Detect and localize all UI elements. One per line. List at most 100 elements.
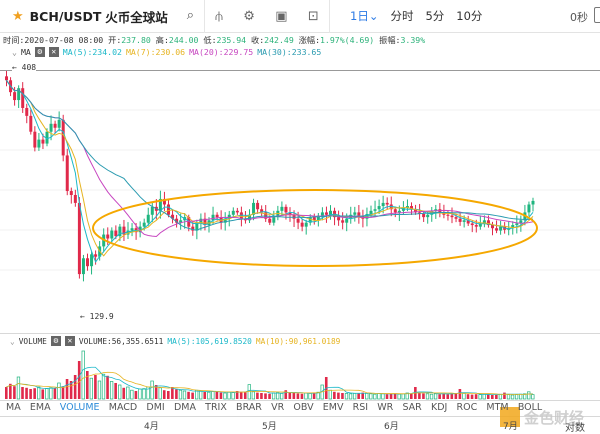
volume-bar [377,393,381,400]
candle-body [29,115,33,132]
min-price-label: ← 129.9 [80,312,114,321]
x-label: 5月 [262,422,277,432]
volume-bar [510,394,515,400]
max-price-value: 408 [21,63,37,72]
volume-bar [527,391,531,400]
candle-body [373,209,377,211]
volume-bar [97,380,102,400]
volume-bar [268,393,271,399]
indicator-tab[interactable]: DMI [146,402,165,413]
volume-bar [223,392,227,400]
volume-bar [239,391,243,399]
period-10m[interactable]: 10分 [456,9,483,23]
indicator-icon[interactable]: ⫛ [215,8,223,24]
candle-body [491,225,494,229]
divider [0,400,600,401]
exchange-name: 火币全球站 [105,9,168,25]
watermark-logo: 金色财经 [500,402,600,432]
device-icon[interactable] [594,7,600,23]
candle-body [73,194,77,203]
indicator-tab[interactable]: KDJ [430,402,448,413]
collapse-chevron-icon[interactable]: ⌄ [10,336,15,346]
indicator-tab[interactable]: MACD [108,402,138,413]
candle-body [397,210,401,213]
volume-bar [207,391,211,400]
collapse-chevron-icon[interactable]: ⌄ [12,47,17,57]
ma-close-icon[interactable]: ✕ [48,47,59,57]
low-label: 低: [203,35,217,45]
indicator-tab[interactable]: VR [271,402,285,413]
search-icon[interactable]: ⌕ [186,7,194,23]
candle-body [288,212,292,215]
volume-bar [162,390,166,399]
indicator-tab[interactable]: SAR [402,402,422,413]
volume-bar [288,392,292,399]
volume-bar [73,375,77,399]
indicator-tab[interactable]: WR [377,402,394,413]
candle-body [114,230,118,237]
volume-bar [182,390,187,400]
candle-body [138,226,142,233]
candle-body [434,209,438,211]
candle-body [280,206,284,211]
candle-body [296,218,300,223]
volume-bar [5,387,8,399]
volume-bar [191,392,194,399]
log-scale-toggle[interactable]: 对数 [565,423,585,434]
candle-body [215,214,219,218]
ma5-value: MA(5):234.02 [62,47,122,57]
indicator-tab[interactable]: MA [6,402,21,413]
volume-bar [101,373,106,400]
volume-bar [65,379,69,399]
volume-bar [25,387,28,399]
candle-body [195,222,199,231]
ma-settings-icon[interactable]: ⚙ [34,47,45,57]
indicator-tab[interactable]: EMA [29,402,51,413]
period-timeline[interactable]: 分时 [390,9,414,23]
high-label: 高: [155,35,169,45]
volume-bar [109,381,114,400]
volume-settings-icon[interactable]: ⚙ [50,336,61,346]
candle-body [268,218,272,223]
candle-body [260,209,264,213]
indicator-tab[interactable]: BOLL [517,402,543,413]
x-label: 4月 [144,422,159,432]
candle-body [21,88,25,108]
candle-body [49,123,53,132]
indicator-tab[interactable]: DMA [173,402,196,413]
period-1d[interactable]: 1日⌄ [350,8,378,24]
indicator-tab[interactable]: RSI [352,402,369,413]
candle-body [470,223,474,226]
indicator-tab[interactable]: EMV [322,402,344,413]
volume-bar [365,393,369,400]
symbol-selector[interactable]: ★ BCH/USDT 火币全球站 ⌕ [0,0,205,33]
fullscreen-icon[interactable]: ⊡ [307,8,319,24]
volume-bar [57,382,61,400]
candle-body [377,206,381,210]
candle-body [53,123,57,128]
indicator-tab[interactable]: BRAR [236,402,262,413]
indicator-tab[interactable]: TRIX [205,402,227,413]
chevron-down-icon: ⌄ [368,9,379,23]
favorite-star-icon[interactable]: ★ [12,8,24,24]
indicator-tab[interactable]: OBV [293,402,314,413]
indicator-tab[interactable]: VOLUME [59,402,100,413]
open-label: 开: [108,35,122,45]
indicator-tab[interactable]: MTM [486,402,509,413]
candle-body [191,226,195,231]
candle-body [199,218,203,223]
candle-body [175,218,179,223]
volume-close-icon[interactable]: ✕ [64,336,75,346]
volume-value: VOLUME:56,355.6511 [78,336,164,346]
candle-body [527,204,531,213]
volume-bar [94,375,97,399]
screenshot-icon[interactable]: ▣ [275,8,288,24]
volume-bar [506,394,511,400]
period-5m[interactable]: 5分 [425,9,445,23]
settings-gear-icon[interactable]: ⚙ [243,8,255,24]
ohlc-info: 时间:2020-07-08 08:00 开:237.80 高:244.00 低:… [3,34,425,46]
volume-bar [150,380,154,400]
volume-bar [142,388,146,400]
indicator-tab[interactable]: ROC [456,402,478,413]
